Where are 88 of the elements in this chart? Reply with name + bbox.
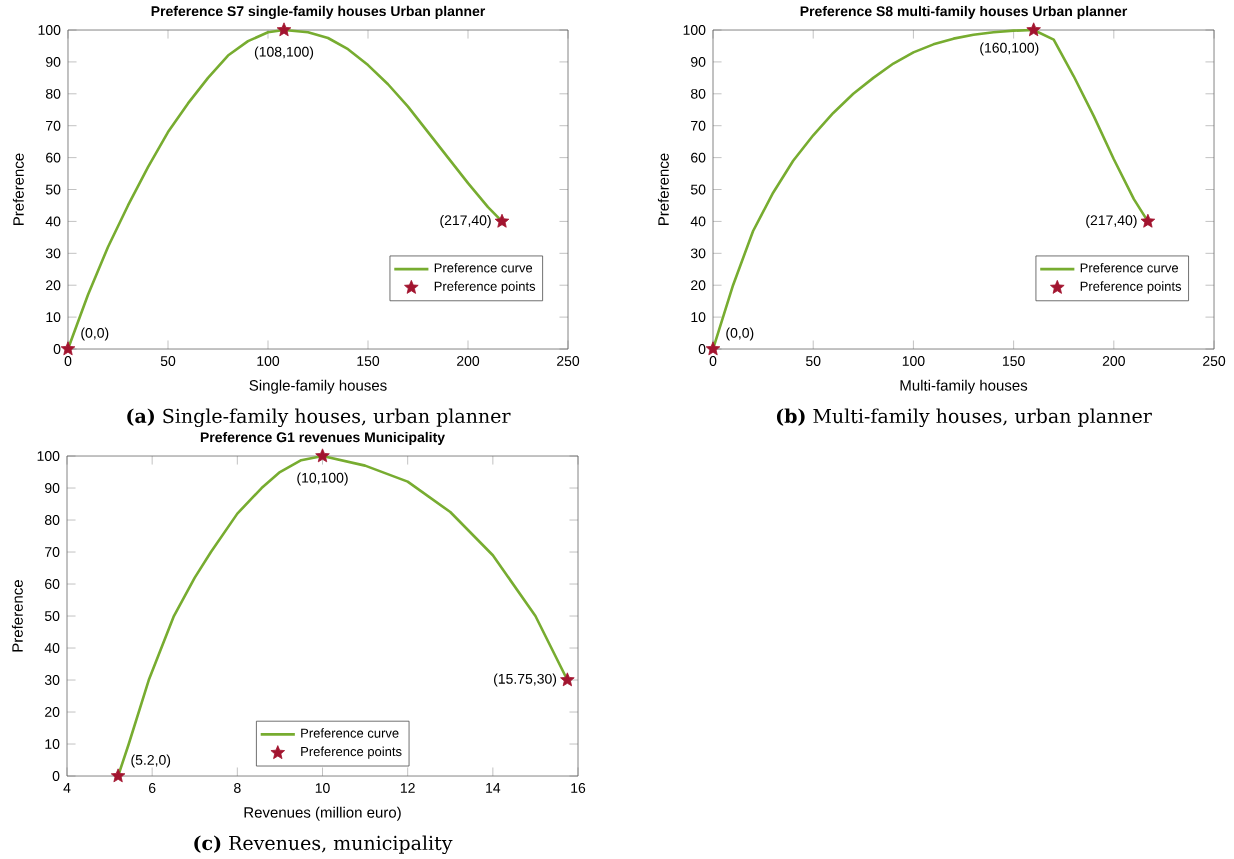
y-tick-label: 30 — [44, 675, 60, 685]
legend-label: Preference curve — [301, 728, 399, 738]
y-tick-label: 10 — [691, 312, 706, 323]
x-tick-label: 250 — [1203, 356, 1226, 366]
y-tick-label: 20 — [691, 280, 706, 291]
point — [110, 768, 126, 783]
y-tick-label: 0 — [698, 344, 706, 354]
legend-label: Preference curve — [434, 262, 533, 273]
text: (b) Multi-family houses, urban planner — [776, 408, 1152, 428]
y-tick-label: 50 — [45, 184, 61, 195]
annotation: (217,40) — [1086, 214, 1137, 228]
legend-label: Preference points — [301, 746, 402, 759]
point — [1026, 22, 1041, 37]
x-tick-label: 12 — [400, 783, 415, 793]
annotation: (15.75,30) — [494, 673, 557, 687]
annotation: (108,100) — [254, 46, 314, 60]
y-tick-label: 90 — [45, 483, 60, 493]
y-tick-label: 30 — [690, 248, 706, 259]
y-tick-label: 100 — [683, 25, 706, 35]
y-tick-label: 50 — [44, 611, 60, 621]
x-tick-label: 6 — [149, 783, 156, 793]
annotation: (217,40) — [440, 214, 491, 228]
point — [276, 22, 292, 37]
y-tick-label: 60 — [46, 152, 61, 163]
y-tick-label: 40 — [45, 216, 61, 227]
y-axis-title: Preference — [11, 580, 23, 652]
y-tick-label: 80 — [45, 88, 61, 99]
y-tick-label: 10 — [45, 739, 60, 749]
x-tick-label: 150 — [1003, 356, 1025, 366]
y-tick-label: 100 — [38, 25, 61, 35]
y-tick-label: 90 — [46, 56, 61, 67]
x-tick-label: 100 — [902, 356, 925, 366]
y-axis-title: Preference — [657, 153, 669, 225]
y-tick-label: 40 — [690, 216, 706, 227]
y-axis-title: Preference — [12, 153, 24, 225]
x-axis-title: Revenues (million euro) — [244, 806, 401, 821]
y-tick-label: 60 — [691, 152, 706, 163]
chart-title: Preference S8 multi-family houses Urban planner — [800, 5, 1128, 19]
y-tick-label: 10 — [46, 312, 61, 323]
y-tick-label: 20 — [46, 280, 61, 291]
text: (a) Single-family houses, urban planner — [127, 408, 511, 428]
chart-title: Preference G1 revenues Municipality — [200, 431, 445, 445]
legend-label: Preference points — [1080, 281, 1182, 294]
x-tick-label: 4 — [63, 783, 71, 793]
x-tick-label: 14 — [486, 783, 501, 793]
x-tick-label: 100 — [257, 356, 280, 366]
text: (c) Revenues, municipality — [194, 835, 453, 855]
y-tick-label: 50 — [690, 184, 706, 195]
annotation: (5.2,0) — [131, 754, 171, 768]
y-tick-label: 40 — [44, 643, 60, 653]
x-tick-label: 50 — [805, 356, 821, 366]
point — [560, 672, 575, 687]
legend-label: Preference points — [434, 281, 536, 294]
legend-label: Preference curve — [1080, 262, 1179, 273]
x-axis-title: Multi-family houses — [900, 379, 1028, 394]
x-tick-label: 50 — [160, 356, 176, 366]
y-tick-label: 80 — [44, 515, 60, 525]
x-tick-label: 0 — [64, 356, 72, 366]
x-tick-label: 8 — [234, 783, 241, 793]
annotation: (10,100) — [297, 472, 348, 486]
annotation: (160,100) — [980, 42, 1039, 56]
annotation: (0,0) — [81, 327, 109, 341]
x-tick-label: 200 — [457, 356, 480, 366]
chart-title: Preference S7 single-family houses Urban planner — [151, 5, 486, 19]
y-tick-label: 20 — [45, 707, 60, 717]
y-tick-label: 90 — [691, 56, 706, 67]
point — [1140, 213, 1156, 228]
x-tick-label: 200 — [1102, 356, 1125, 366]
point — [494, 213, 510, 228]
x-axis-title: Single-family houses — [249, 379, 387, 394]
y-tick-label: 70 — [45, 547, 60, 557]
point — [315, 448, 330, 463]
y-tick-label: 80 — [690, 88, 706, 99]
y-tick-label: 0 — [53, 344, 61, 354]
annotation: (0,0) — [726, 327, 754, 341]
y-tick-label: 60 — [45, 579, 60, 589]
y-tick-label: 70 — [46, 120, 61, 131]
y-tick-label: 0 — [52, 771, 60, 781]
y-tick-label: 100 — [37, 451, 60, 461]
point — [705, 341, 721, 356]
y-tick-label: 70 — [691, 120, 706, 131]
x-tick-label: 10 — [315, 783, 330, 793]
x-tick-label: 250 — [557, 356, 580, 366]
x-tick-label: 16 — [571, 783, 586, 793]
y-tick-label: 30 — [45, 248, 61, 259]
x-tick-label: 150 — [357, 356, 380, 366]
x-tick-label: 0 — [709, 356, 717, 366]
point — [60, 341, 76, 356]
